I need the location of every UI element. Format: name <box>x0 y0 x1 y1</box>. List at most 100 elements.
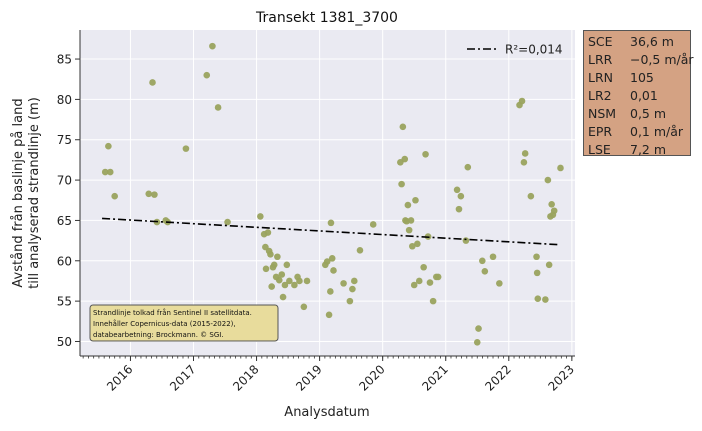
data-point <box>405 226 413 234</box>
stat-value: 36,6 m <box>630 34 674 49</box>
x-tick-label: 2021 <box>419 362 450 393</box>
data-point <box>296 277 303 285</box>
data-point <box>224 218 231 226</box>
data-point <box>534 295 542 303</box>
data-point <box>151 191 158 198</box>
stat-key: EPR <box>588 124 613 139</box>
source-note-box <box>89 304 279 342</box>
data-point <box>330 267 337 274</box>
y-axis-label: Avstånd från baslinje på land till analy… <box>11 97 42 289</box>
x-axis-label: Analysdatum <box>284 405 369 420</box>
data-point <box>398 180 405 188</box>
stat-value: −0,5 m/år <box>630 52 694 67</box>
data-point <box>182 145 190 152</box>
plot-area <box>80 30 575 356</box>
y-tick-label: 65 <box>57 214 72 228</box>
x-tick-label: 2019 <box>293 362 324 393</box>
data-point <box>346 297 354 305</box>
data-point <box>323 258 331 265</box>
stat-value: 0,1 m/år <box>630 124 684 139</box>
data-point <box>325 311 333 319</box>
data-point <box>149 79 156 86</box>
data-point <box>404 201 412 209</box>
data-point <box>275 276 283 284</box>
data-point <box>274 253 281 261</box>
data-point <box>527 192 535 200</box>
data-point <box>410 281 418 289</box>
data-point <box>327 288 334 295</box>
data-point <box>369 221 377 228</box>
stat-key: LR2 <box>588 88 612 103</box>
data-point <box>214 104 222 111</box>
source-note-line: Innehåller Copernicus-data (2015-2022), <box>93 319 236 328</box>
stat-value: 0,5 m <box>630 106 667 121</box>
data-point <box>203 71 211 79</box>
y-tick-label: 50 <box>57 335 72 349</box>
data-point <box>145 190 153 198</box>
legend-label: R²=0,014 <box>505 43 563 57</box>
stat-key: LRN <box>588 70 613 85</box>
x-tick-label: 2022 <box>482 362 513 393</box>
data-point <box>426 279 434 286</box>
data-point <box>111 192 118 200</box>
data-point <box>286 277 293 285</box>
data-point <box>429 297 437 305</box>
stat-row-lrr: LRR −0,5 m/år <box>588 51 694 69</box>
data-point <box>283 261 291 269</box>
data-point <box>327 219 335 227</box>
data-point <box>544 176 552 184</box>
statistics-box: SCE 36,6 m LRR −0,5 m/år LRN 105 LR2 0,01 NS… <box>583 30 694 159</box>
data-point <box>557 164 564 172</box>
data-point <box>415 277 423 285</box>
stat-key: LSE <box>588 142 611 157</box>
data-point <box>278 271 286 278</box>
x-tick-label: 2018 <box>230 362 261 393</box>
x-tick-label: 2016 <box>104 362 135 393</box>
data-point <box>462 237 470 244</box>
data-point <box>542 296 549 303</box>
stat-row-epr: EPR 0,1 m/år <box>588 123 690 141</box>
stat-value: 105 <box>630 70 654 85</box>
data-point <box>475 325 482 332</box>
data-point <box>420 263 427 271</box>
data-point <box>412 196 419 204</box>
data-point <box>518 97 526 105</box>
data-point <box>520 159 528 166</box>
stat-value: 0,01 <box>630 88 658 103</box>
stat-row-nsm: NSM 0,5 m <box>588 105 690 123</box>
source-note-line: databearbetning: Brockmann. © SGI. <box>93 331 224 339</box>
data-point <box>407 217 415 224</box>
data-point <box>303 277 311 285</box>
y-tick-label: 80 <box>57 93 72 107</box>
chart-title: Transekt 1381_3700 <box>255 10 398 26</box>
stat-row-sce: SCE 36,6 m <box>588 33 690 51</box>
stat-row-lse: LSE 7,2 m <box>588 141 690 159</box>
data-point <box>545 261 553 269</box>
data-point <box>422 150 429 158</box>
data-point <box>262 265 270 273</box>
stat-value: 7,2 m <box>630 142 667 157</box>
data-point <box>279 293 287 301</box>
data-point <box>473 338 481 346</box>
data-point <box>101 168 109 176</box>
data-point <box>414 240 421 248</box>
stat-row-lrn: LRN 105 <box>588 69 690 87</box>
data-point <box>533 269 541 277</box>
trend-line-layer <box>102 217 559 246</box>
data-point <box>401 155 409 163</box>
data-point <box>356 246 364 254</box>
data-point <box>550 207 558 215</box>
data-point <box>434 273 442 281</box>
data-point <box>349 285 356 293</box>
data-point <box>267 251 274 258</box>
data-points <box>101 42 564 346</box>
data-point <box>496 280 503 287</box>
data-point <box>281 281 289 289</box>
y-tick-label: 70 <box>57 174 72 188</box>
stat-key: SCE <box>588 34 613 49</box>
y-tick-label: 60 <box>57 254 72 268</box>
trend-line <box>102 217 559 246</box>
data-point <box>521 150 529 157</box>
y-tick-label: 55 <box>57 295 72 309</box>
